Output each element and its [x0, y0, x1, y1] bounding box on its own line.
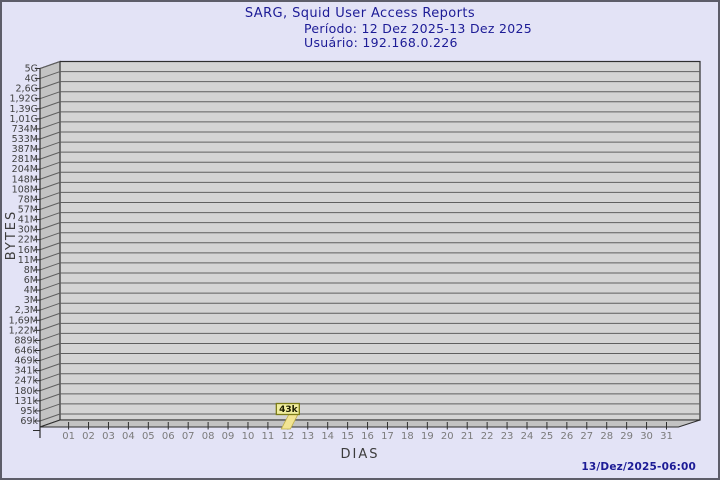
x-tick-label: 29	[620, 431, 633, 442]
x-tick-label: 01	[62, 431, 75, 442]
y-tick-label: 1,22M	[9, 325, 38, 336]
y-tick-label: 3M	[24, 295, 38, 306]
bar-value-label: 43k	[279, 405, 299, 415]
y-tick-label: 8M	[24, 265, 38, 276]
generation-timestamp: 13/Dez/2025-06:00	[581, 461, 696, 473]
y-tick-label: 78M	[18, 194, 38, 205]
x-tick-label: 06	[162, 431, 175, 442]
y-tick-label: 16M	[18, 245, 38, 256]
report-user: Usuário: 192.168.0.226	[304, 35, 458, 50]
x-tick-label: 18	[401, 431, 414, 442]
y-tick-label: 1,01G	[9, 114, 38, 125]
x-tick-label: 09	[222, 431, 235, 442]
y-tick-label: 95k	[20, 406, 38, 417]
bar-value-box	[275, 402, 300, 416]
x-tick-label: 02	[82, 431, 95, 442]
y-tick-label: 57M	[18, 204, 38, 215]
y-tick-label: 11M	[18, 255, 38, 266]
y-tick-label: 247k	[14, 376, 38, 387]
x-tick-label: 15	[341, 431, 354, 442]
report-header: SARG, Squid User Access Reports Período:…	[2, 6, 718, 50]
y-tick-label: 469k	[14, 356, 38, 367]
x-tick-label: 30	[640, 431, 653, 442]
x-tick-label: 04	[122, 431, 135, 442]
x-tick-label: 12	[281, 431, 294, 442]
x-tick-label: 26	[560, 431, 573, 442]
x-tick-label: 16	[361, 431, 374, 442]
x-tick-label: 19	[421, 431, 434, 442]
y-axis-ticks: 5G4G2,6G1,92G1,39G1,01G734M533M387M281M2…	[9, 64, 40, 427]
x-tick-label: 31	[660, 431, 673, 442]
x-tick-label: 22	[481, 431, 494, 442]
y-axis-title: BYTES	[4, 210, 19, 261]
x-tick-label: 25	[541, 431, 554, 442]
x-tick-label: 27	[580, 431, 593, 442]
y-tick-label: 6M	[24, 275, 38, 286]
x-tick-label: 07	[182, 431, 195, 442]
y-tick-label: 4G	[25, 74, 38, 85]
y-tick-label: 22M	[18, 235, 38, 246]
y-tick-label: 41M	[18, 215, 38, 226]
y-tick-label: 108M	[12, 184, 38, 195]
x-tick-label: 13	[301, 431, 314, 442]
x-tick-label: 28	[600, 431, 613, 442]
report-period: Período: 12 Dez 2025-13 Dez 2025	[304, 21, 533, 36]
x-tick-label: 03	[102, 431, 115, 442]
y-tick-label: 69k	[20, 416, 38, 427]
x-tick-label: 21	[461, 431, 474, 442]
y-tick-label: 1,92G	[9, 94, 38, 105]
x-tick-label: 10	[242, 431, 255, 442]
chart-floor	[39, 419, 701, 428]
y-tick-label: 2,6G	[16, 84, 38, 95]
x-tick-label: 11	[262, 431, 275, 442]
x-tick-label: 05	[142, 431, 155, 442]
y-tick-label: 387M	[12, 144, 38, 155]
y-tick-label: 1,39G	[9, 104, 38, 115]
y-tick-label: 341k	[14, 366, 38, 377]
x-tick-label: 08	[202, 431, 215, 442]
y-tick-label: 646k	[14, 345, 38, 356]
y-tick-label: 204M	[12, 164, 38, 175]
y-tick-label: 533M	[12, 134, 38, 145]
bar-series: 43k	[275, 402, 300, 430]
x-tick-label: 14	[321, 431, 334, 442]
y-tick-label: 30M	[18, 225, 38, 236]
x-tick-label: 17	[381, 431, 394, 442]
y-tick-label: 734M	[12, 124, 38, 135]
y-tick-label: 889k	[14, 335, 38, 346]
page-title: SARG, Squid User Access Reports	[244, 6, 476, 21]
y-tick-label: 2,3M	[15, 305, 38, 316]
gridlines	[39, 61, 700, 422]
y-tick-label: 180k	[14, 386, 38, 397]
y-tick-label: 5G	[25, 64, 38, 75]
x-axis-title: DIAS	[341, 447, 380, 462]
y-tick-label: 281M	[12, 154, 38, 165]
x-axis-ticks: 01 02 03 04 05 06 07 08 09 10 11 12 13 14 15 16 17 18 19 20…	[62, 422, 673, 442]
y-tick-label: 131k	[14, 396, 38, 407]
y-tick-label: 148M	[12, 174, 38, 185]
y-tick-label: 1,69M	[9, 315, 38, 326]
x-tick-label: 23	[501, 431, 514, 442]
y-tick-label: 4M	[24, 285, 38, 296]
chart-plot-area	[59, 60, 701, 421]
x-tick-label: 20	[441, 431, 454, 442]
x-tick-label: 24	[521, 431, 534, 442]
